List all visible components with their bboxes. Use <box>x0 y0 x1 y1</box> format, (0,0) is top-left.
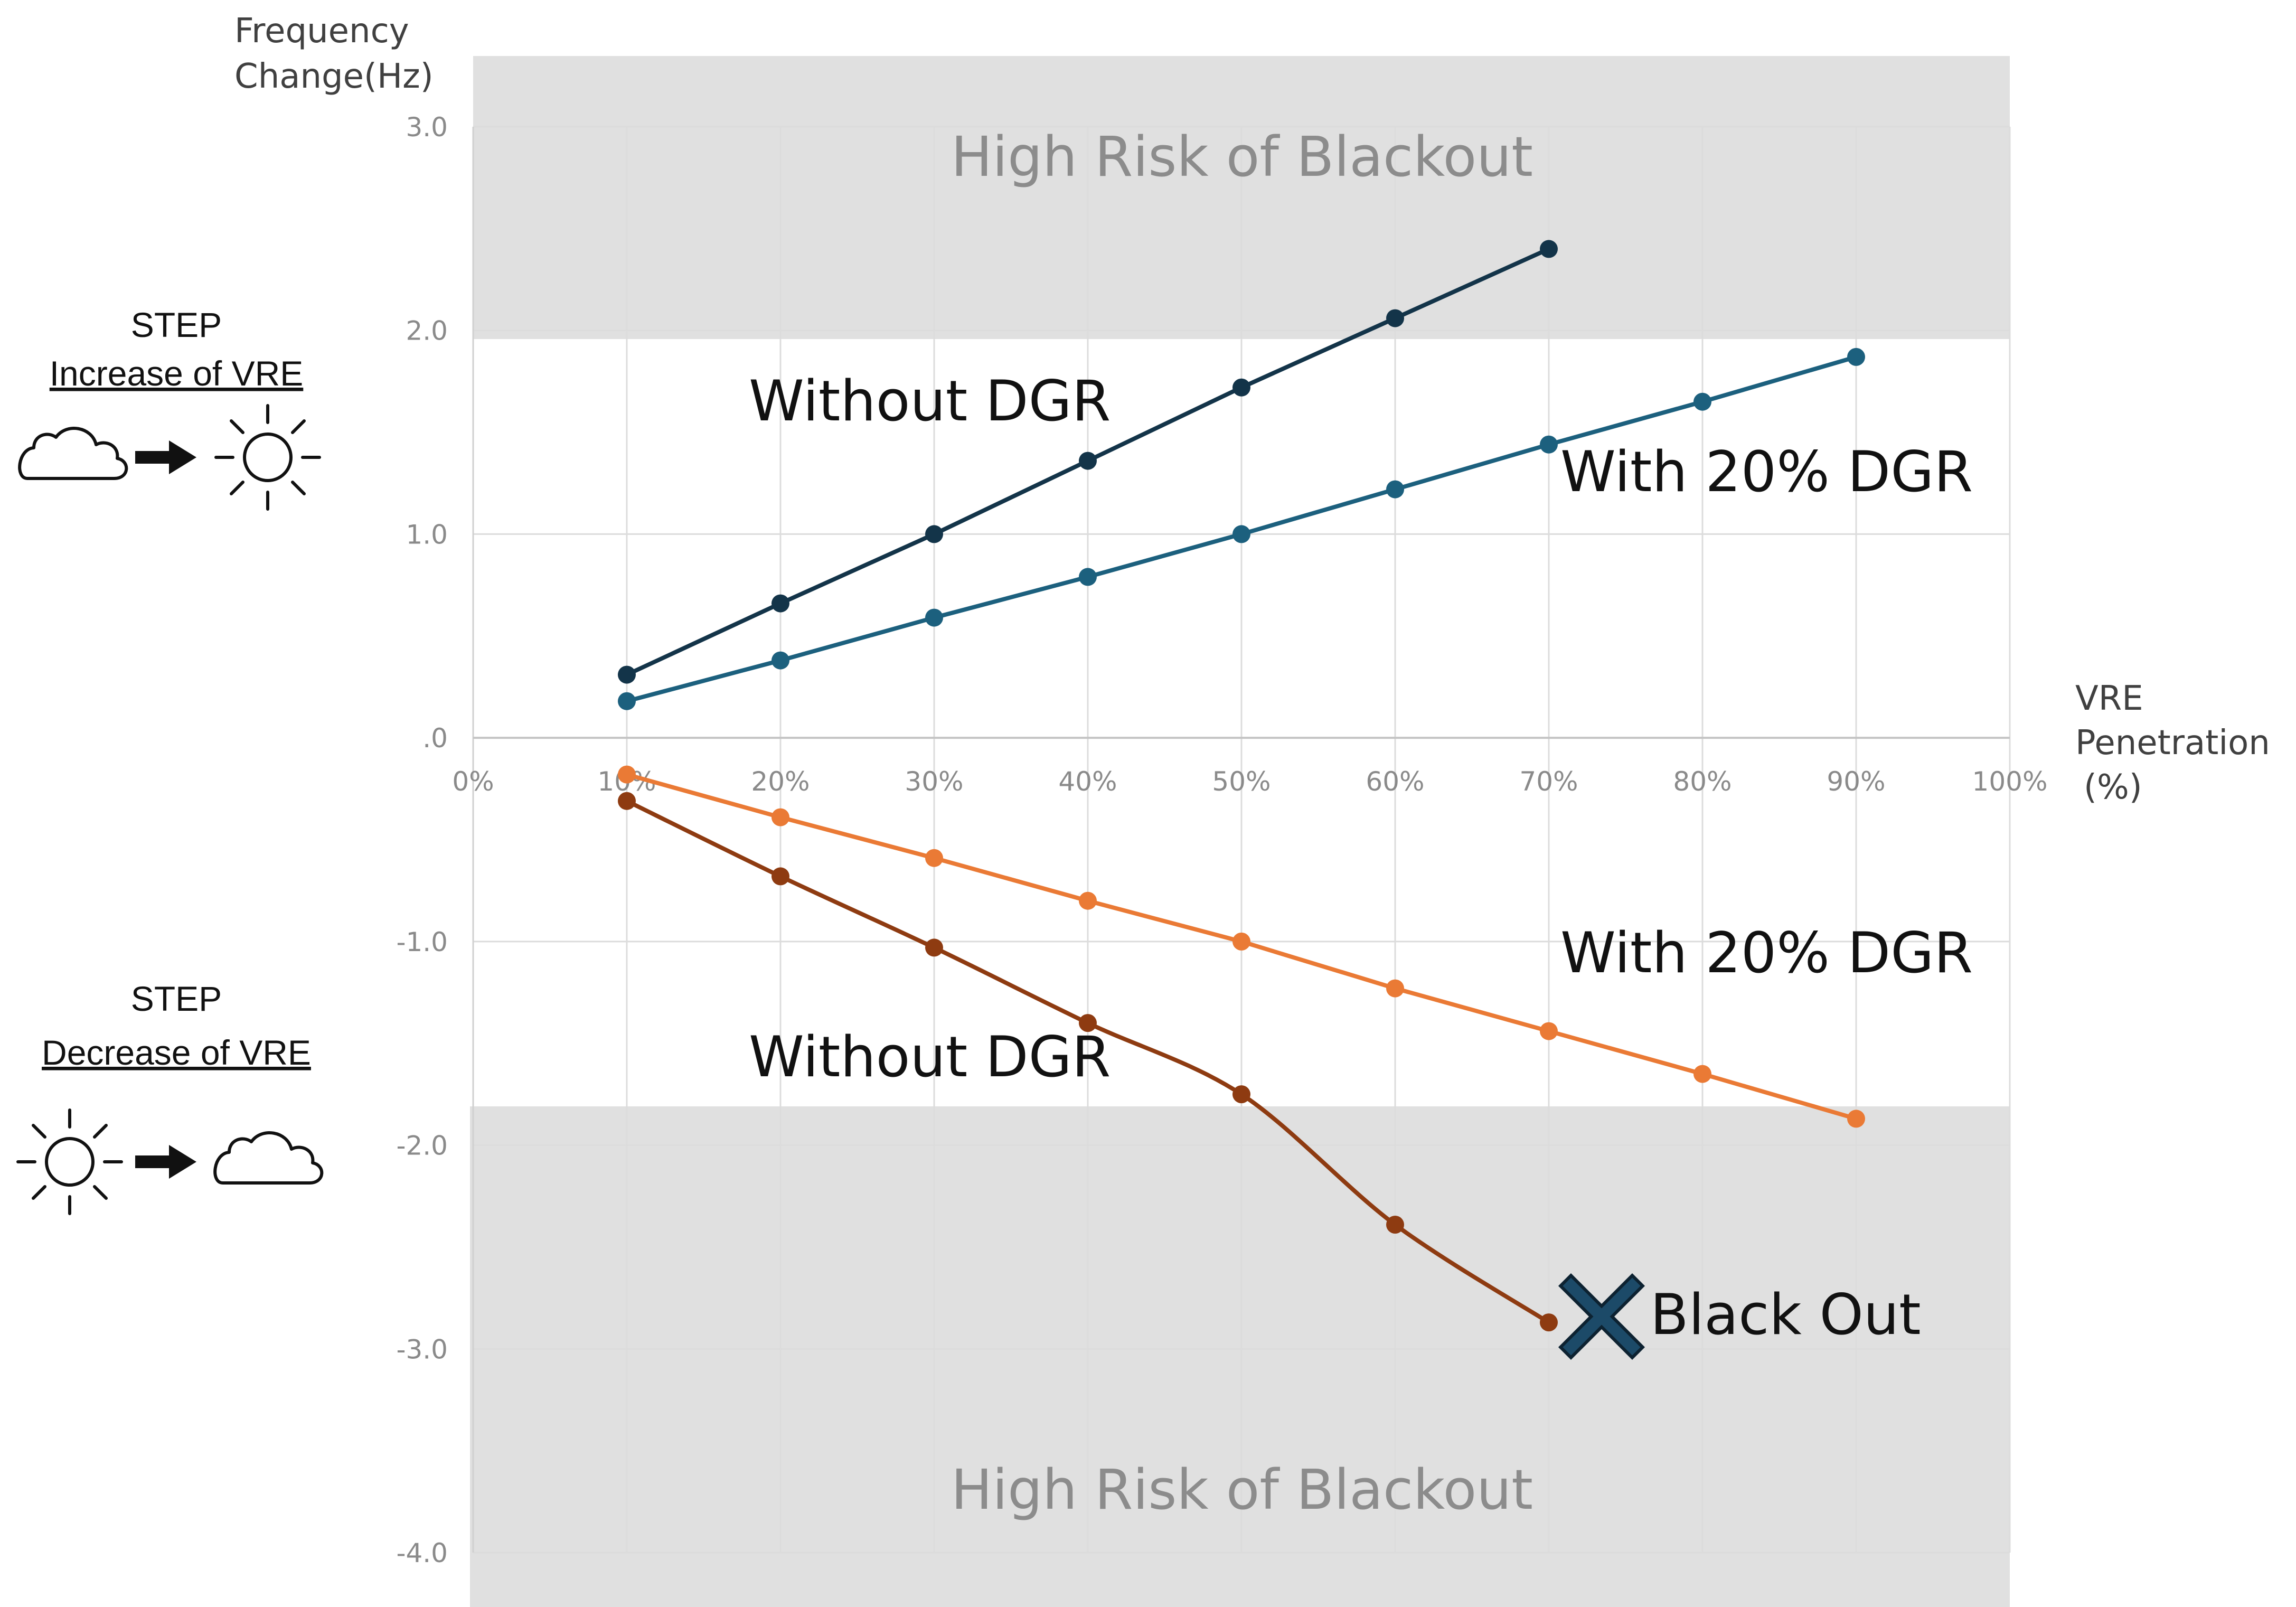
series-increase-with-dgr-point <box>1079 568 1097 586</box>
series-increase-with-dgr-point <box>771 651 789 670</box>
y-tick-label: -1.0 <box>396 927 448 957</box>
arrow-right-icon <box>135 1145 196 1179</box>
x-tick-label: 60% <box>1366 766 1424 797</box>
label-increase-without-dgr: Without DGR <box>749 369 1111 434</box>
series-increase-with-dgr-point <box>1540 435 1558 454</box>
x-tick-label: 90% <box>1827 766 1885 797</box>
label-increase-with-dgr: With 20% DGR <box>1560 439 1973 504</box>
label-decrease-without-dgr: Without DGR <box>749 1025 1111 1089</box>
x-tick-label: 50% <box>1212 766 1271 797</box>
arrow-right-icon <box>135 440 196 474</box>
step-increase-title: STEP <box>131 305 222 344</box>
series-increase-with-dgr-point <box>1847 347 1865 366</box>
cloud-icon <box>215 1133 322 1183</box>
cloud-icon <box>20 428 126 478</box>
step-decrease-title: STEP <box>131 979 222 1018</box>
series-decrease-without-dgr-point <box>1540 1313 1558 1332</box>
x-tick-label: 80% <box>1673 766 1732 797</box>
series-increase-without-dgr-point <box>1540 240 1558 258</box>
y-tick-label: -3.0 <box>396 1334 448 1365</box>
series-decrease-with-dgr-point <box>1386 979 1404 998</box>
step-decrease-panel: STEP Decrease of VRE <box>18 979 322 1214</box>
series-decrease-with-dgr-point <box>771 808 789 826</box>
step-increase-panel: STEP Increase of VRE <box>20 305 319 509</box>
x-tick-label: 40% <box>1058 766 1117 797</box>
series-increase-with-dgr-point <box>1386 480 1404 499</box>
series-increase-with-dgr-point <box>1232 525 1250 543</box>
y-axis-title-line-1: Frequency <box>234 12 409 51</box>
y-tick-label: 3.0 <box>406 112 448 143</box>
series-increase-without-dgr-point <box>618 665 636 684</box>
zone-label-top: High Risk of Blackout <box>951 125 1533 189</box>
x-tick-label: 30% <box>905 766 963 797</box>
x-tick-label: 20% <box>751 766 810 797</box>
step-decrease-label: Decrease of VRE <box>42 1033 311 1072</box>
y-tick-label: -2.0 <box>396 1131 448 1161</box>
y-tick-label: .0 <box>422 723 448 754</box>
series-decrease-with-dgr-point <box>1693 1065 1711 1083</box>
label-decrease-with-dgr: With 20% DGR <box>1560 920 1973 985</box>
series-decrease-without-dgr-point <box>618 792 636 810</box>
sun-icon <box>216 406 319 509</box>
y-tick-label: -4.0 <box>396 1538 448 1568</box>
series-decrease-with-dgr-point <box>1540 1022 1558 1040</box>
series-decrease-with-dgr-point <box>925 849 943 867</box>
series-increase-without-dgr-point <box>1386 309 1404 327</box>
series-decrease-without-dgr-point <box>1232 1085 1250 1104</box>
y-axis-title-line-2: Change(Hz) <box>234 57 434 96</box>
x-axis-title: VRE Penetration (%) <box>2075 679 2281 807</box>
series-increase-with-dgr-point <box>618 692 636 710</box>
series-decrease-without-dgr-point <box>925 938 943 957</box>
series-increase-without-dgr-point <box>771 594 789 613</box>
x-tick-label: 0% <box>452 766 494 797</box>
series-decrease-without-dgr-point <box>1386 1216 1404 1234</box>
x-tick-label: 70% <box>1519 766 1578 797</box>
x-mark-icon <box>1558 1273 1645 1360</box>
x-axis-title-line-2: Penetration <box>2075 723 2270 763</box>
series-decrease-without-dgr-point <box>771 867 789 886</box>
step-increase-label: Increase of VRE <box>50 354 304 393</box>
zone-label-bottom: High Risk of Blackout <box>951 1458 1533 1522</box>
x-axis-title-line-3: (%) <box>2084 768 2142 807</box>
blackout-label: Black Out <box>1650 1282 1921 1347</box>
series-decrease-with-dgr-point <box>1232 932 1250 951</box>
series-increase-without-dgr-point <box>1232 378 1250 397</box>
y-tick-label: 1.0 <box>406 519 448 550</box>
x-tick-label: 100% <box>1972 766 2048 797</box>
series-decrease-with-dgr-point <box>1079 891 1097 910</box>
x-axis-title-line-1: VRE <box>2075 679 2143 718</box>
series-decrease-with-dgr-point <box>1847 1110 1865 1128</box>
high-risk-zone-bottom <box>470 1106 2010 1607</box>
y-tick-label: 2.0 <box>406 316 448 346</box>
series-increase-without-dgr-point <box>925 525 943 543</box>
sun-icon <box>18 1110 121 1214</box>
series-increase-with-dgr-point <box>925 608 943 627</box>
series-lines <box>618 240 1865 1332</box>
series-increase-without-dgr-point <box>1079 452 1097 470</box>
series-decrease-with-dgr-point <box>618 765 636 784</box>
series-increase-with-dgr-point <box>1693 392 1711 411</box>
series-decrease-without-dgr-point <box>1079 1014 1097 1032</box>
y-axis-title: Frequency Change(Hz) <box>234 12 434 96</box>
axes: 3.02.01.0.0-1.0-2.0-3.0-4.00%10%20%30%40… <box>396 112 2047 1568</box>
